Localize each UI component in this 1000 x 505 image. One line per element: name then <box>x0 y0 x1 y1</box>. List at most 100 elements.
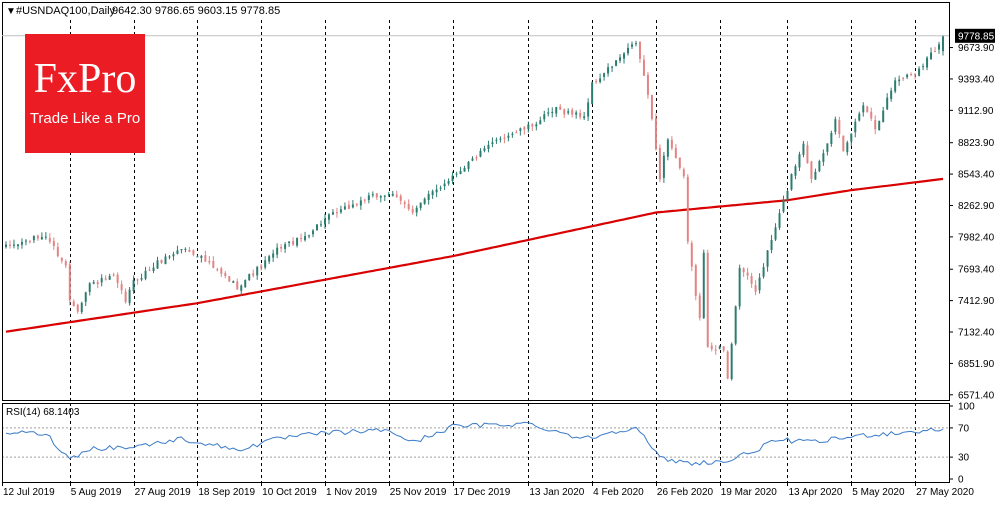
candle-body <box>898 79 901 82</box>
candle-body <box>615 60 618 66</box>
moving-average-line <box>5 177 944 333</box>
candle-body <box>762 267 765 277</box>
candle-body <box>718 346 721 349</box>
candle-body <box>331 212 334 215</box>
candle-body <box>706 253 709 347</box>
candle-body <box>108 275 111 280</box>
price-tick-label: 9393.40 <box>958 74 995 85</box>
candle-body <box>292 240 295 245</box>
symbol-label: #USNDAQ100,Daily <box>16 5 116 17</box>
date-tick-label: 10 Oct 2019 <box>262 487 317 498</box>
candle-body <box>296 237 299 246</box>
logo-brand: FxPro <box>33 56 137 102</box>
candle-body <box>272 253 275 258</box>
candle-body <box>906 74 909 78</box>
candle-body <box>124 291 127 303</box>
candle-body <box>152 267 155 272</box>
price-tick-label: 9112.90 <box>958 106 994 117</box>
candle-body <box>84 292 87 302</box>
candle-body <box>902 77 905 79</box>
candle-body <box>702 252 705 319</box>
candle-body <box>842 135 845 152</box>
price-tick-label: 6851.90 <box>958 359 995 370</box>
candle-body <box>284 244 287 249</box>
candle-body <box>260 265 263 268</box>
candle-body <box>551 111 554 113</box>
candle-body <box>403 202 406 204</box>
candle-body <box>838 120 841 135</box>
date-tick-label: 5 May 2020 <box>852 487 905 498</box>
candle-body <box>220 268 223 274</box>
candle-body <box>882 110 885 123</box>
candle-body <box>746 272 749 276</box>
rsi-tick-label: 0 <box>958 475 964 486</box>
candle-body <box>662 155 665 178</box>
candle-body <box>527 124 530 130</box>
candle-body <box>802 143 805 155</box>
candle-body <box>312 230 315 235</box>
candle-body <box>44 236 47 238</box>
candle-body <box>814 171 817 180</box>
price-axis: 9673.90 9393.40 9112.90 8823.90 8543.40 8262.… <box>949 43 995 401</box>
candle-body <box>726 351 729 379</box>
candle-body <box>826 143 829 152</box>
candle-body <box>40 237 43 240</box>
candle-body <box>519 128 522 131</box>
candle-body <box>658 147 661 180</box>
last-price-label: 9778.85 <box>958 31 995 42</box>
candle-body <box>575 112 578 115</box>
grid-lines <box>70 20 916 482</box>
candle-body <box>419 202 422 209</box>
candle-body <box>339 209 342 213</box>
date-tick-label: 18 Sep 2019 <box>198 487 255 498</box>
candle-body <box>818 161 821 172</box>
candle-body <box>28 241 31 243</box>
candle-body <box>690 243 693 267</box>
candle-body <box>607 67 610 74</box>
candle-body <box>786 190 789 201</box>
candle-body <box>627 47 630 54</box>
candle-body <box>475 157 478 159</box>
candle-body <box>886 97 889 110</box>
candle-body <box>395 194 398 197</box>
fxpro-logo: FxPro Trade Like a Pro <box>25 34 145 153</box>
candle-body <box>172 254 175 257</box>
date-tick-label: 1 Nov 2019 <box>326 487 378 498</box>
candle-body <box>686 176 689 242</box>
candle-body <box>926 57 929 68</box>
candle-body <box>12 244 15 246</box>
collapse-triangle-icon[interactable]: ▼ <box>6 6 16 17</box>
candle-body <box>100 277 103 283</box>
candle-body <box>678 157 681 169</box>
candle-body <box>359 200 362 206</box>
candle-body <box>72 301 75 307</box>
candle-body <box>351 204 354 208</box>
candle-body <box>595 81 598 83</box>
rsi-line <box>5 421 944 466</box>
candle-body <box>806 145 809 164</box>
candle-body <box>36 235 39 239</box>
candle-body <box>571 109 574 115</box>
price-tick-label: 7693.40 <box>958 265 995 276</box>
price-tick-label: 7412.90 <box>958 296 995 307</box>
date-tick-label: 4 Feb 2020 <box>593 487 644 498</box>
candle-body <box>156 260 159 269</box>
last-price-box <box>955 28 995 43</box>
candle-body <box>878 121 881 131</box>
candle-body <box>862 105 865 113</box>
rsi-panel-label: RSI(14) 68.1403 <box>6 407 80 418</box>
candle-body <box>92 282 95 284</box>
rsi-tick-label: 30 <box>958 453 970 464</box>
rsi-layer <box>2 421 949 466</box>
candle-body <box>507 135 510 138</box>
candle-body <box>479 150 482 157</box>
candle-body <box>730 343 733 380</box>
candle-body <box>471 158 474 161</box>
date-tick-label: 13 Jan 2020 <box>529 487 584 498</box>
candle-body <box>176 250 179 254</box>
candle-body <box>794 166 797 176</box>
candle-body <box>547 112 550 114</box>
candle-body <box>443 183 446 187</box>
candle-body <box>642 59 645 76</box>
rsi-panel-frame <box>2 403 950 483</box>
